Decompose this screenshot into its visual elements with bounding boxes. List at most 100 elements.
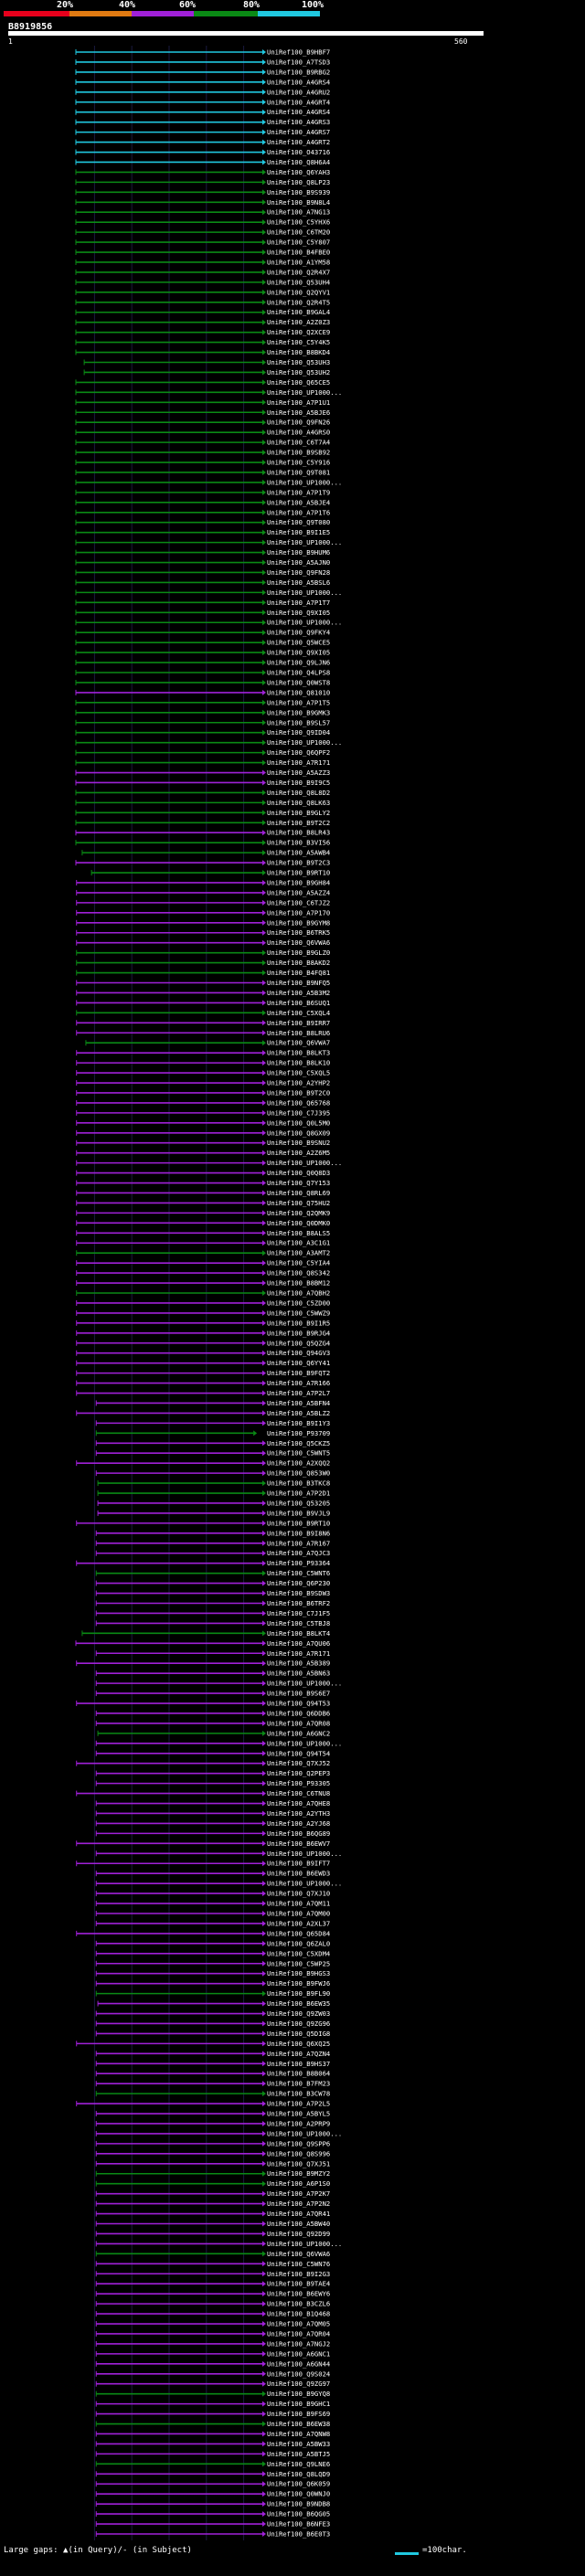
- hit-label[interactable]: UniRef100_A5BFN4: [267, 1399, 330, 1407]
- hit-row[interactable]: UniRef100_UP1000...: [75, 619, 342, 627]
- hit-label[interactable]: UniRef100_UP1000...: [267, 1739, 342, 1747]
- hit-label[interactable]: UniRef100_A7R166: [267, 1379, 330, 1387]
- hit-label[interactable]: UniRef100_O43716: [267, 148, 330, 156]
- hit-label[interactable]: UniRef100_B3CZL6: [267, 2300, 330, 2308]
- hit-label[interactable]: UniRef100_B9FQT2: [267, 1369, 330, 1377]
- hit-label[interactable]: UniRef100_Q65768: [267, 1098, 330, 1107]
- hit-row[interactable]: UniRef100_B9S6E7: [95, 1690, 330, 1698]
- hit-label[interactable]: UniRef100_A5AZZ4: [267, 888, 330, 896]
- hit-row[interactable]: UniRef100_C5WNT5: [95, 1449, 330, 1458]
- hit-label[interactable]: UniRef100_C5WP25: [267, 1959, 330, 1967]
- hit-row[interactable]: UniRef100_A4GRS0: [75, 429, 330, 437]
- hit-label[interactable]: UniRef100_B8ALS5: [267, 1229, 330, 1237]
- hit-label[interactable]: UniRef100_A4GRS3: [267, 118, 330, 126]
- hit-row[interactable]: UniRef100_Q6VWA6: [95, 2250, 330, 2258]
- hit-label[interactable]: UniRef100_Q8RL69: [267, 1189, 330, 1197]
- hit-label[interactable]: UniRef100_B9HGS3: [267, 1969, 330, 1977]
- hit-label[interactable]: UniRef100_A2PRP9: [267, 2119, 330, 2127]
- hit-label[interactable]: UniRef100_Q853W0: [267, 1469, 330, 1478]
- hit-row[interactable]: UniRef100_B9I1E5: [75, 528, 330, 536]
- hit-label[interactable]: UniRef100_B9VJL9: [267, 1509, 330, 1517]
- hit-label[interactable]: UniRef100_A7QJC3: [267, 1549, 330, 1557]
- hit-label[interactable]: UniRef100_A7QHE8: [267, 1799, 330, 1807]
- hit-label[interactable]: UniRef100_B1Q468: [267, 2310, 330, 2318]
- hit-row[interactable]: UniRef100_B9RT10: [90, 869, 330, 877]
- hit-row[interactable]: UniRef100_Q65CE5: [75, 378, 330, 387]
- hit-row[interactable]: UniRef100_Q6DDB6: [95, 1709, 330, 1717]
- hit-row[interactable]: UniRef100_B9I9C5: [75, 779, 330, 787]
- hit-label[interactable]: UniRef100_B9S939: [267, 188, 330, 196]
- hit-row[interactable]: UniRef100_Q6ZAL0: [95, 1939, 330, 1947]
- hit-label[interactable]: UniRef100_B9I8N6: [267, 1529, 330, 1537]
- hit-row[interactable]: UniRef100_A2YTH3: [95, 1809, 330, 1818]
- hit-label[interactable]: UniRef100_B8LK10: [267, 1059, 330, 1067]
- hit-label[interactable]: UniRef100_A2YTH3: [267, 1809, 330, 1818]
- hit-row[interactable]: UniRef100_B9T2C3: [75, 859, 330, 867]
- hit-label[interactable]: UniRef100_B9HUM6: [267, 548, 330, 557]
- hit-row[interactable]: UniRef100_Q7XJ51: [95, 2159, 330, 2168]
- hit-label[interactable]: UniRef100_Q81010: [267, 688, 330, 696]
- hit-row[interactable]: UniRef100_Q8S342: [76, 1269, 331, 1277]
- hit-label[interactable]: UniRef100_B4FBE0: [267, 249, 330, 257]
- hit-row[interactable]: UniRef100_Q9S024: [95, 2369, 330, 2378]
- hit-label[interactable]: UniRef100_B8AKD2: [267, 959, 330, 967]
- hit-label[interactable]: UniRef100_UP1000...: [267, 1680, 342, 1688]
- hit-row[interactable]: UniRef100_Q9SPP6: [95, 2139, 330, 2147]
- hit-label[interactable]: UniRef100_A5BTJ5: [267, 2450, 330, 2458]
- hit-label[interactable]: UniRef100_A7QZN4: [267, 2050, 330, 2058]
- hit-label[interactable]: UniRef100_C5ZD00: [267, 1299, 330, 1307]
- hit-row[interactable]: UniRef100_C5XQL5: [76, 1069, 331, 1077]
- hit-row[interactable]: UniRef100_A5AJN0: [75, 558, 330, 567]
- hit-label[interactable]: UniRef100_B9GLZ0: [267, 949, 330, 957]
- hit-row[interactable]: UniRef100_Q6P230: [95, 1579, 330, 1587]
- hit-label[interactable]: UniRef100_B9IRR7: [267, 1019, 330, 1027]
- hit-label[interactable]: UniRef100_B8LKT3: [267, 1049, 330, 1057]
- hit-row[interactable]: UniRef100_A5BYL5: [95, 2110, 330, 2118]
- hit-row[interactable]: UniRef100_A7P2L5: [76, 2100, 331, 2108]
- hit-row[interactable]: UniRef100_A7QM11: [95, 1900, 330, 1908]
- hit-row[interactable]: UniRef100_B9HGS3: [95, 1969, 330, 1977]
- hit-row[interactable]: UniRef100_B8LK10: [76, 1059, 331, 1067]
- hit-row[interactable]: UniRef100_B9FS69: [95, 2410, 330, 2418]
- hit-row[interactable]: UniRef100_B9N8L4: [75, 198, 330, 207]
- hit-label[interactable]: UniRef100_A6P1S0: [267, 2179, 330, 2188]
- hit-label[interactable]: UniRef100_B3CW78: [267, 2090, 330, 2098]
- hit-row[interactable]: UniRef100_Q9ID04: [75, 728, 330, 737]
- hit-row[interactable]: UniRef100_Q8S996: [95, 2149, 330, 2157]
- hit-row[interactable]: UniRef100_A2PRP9: [95, 2119, 330, 2127]
- hit-row[interactable]: UniRef100_B9RJG4: [76, 1329, 331, 1337]
- hit-row[interactable]: UniRef100_Q9ZG96: [95, 2019, 330, 2028]
- hit-label[interactable]: UniRef100_A5AJN0: [267, 558, 330, 567]
- hit-label[interactable]: UniRef100_A4GRT4: [267, 98, 330, 106]
- hit-label[interactable]: UniRef100_UP1000...: [267, 388, 342, 397]
- hit-label[interactable]: UniRef100_Q94T53: [267, 1700, 330, 1708]
- hit-row[interactable]: UniRef100_Q9FN28: [75, 568, 330, 577]
- hit-row[interactable]: UniRef100_B9FL90: [95, 1989, 330, 1998]
- hit-row[interactable]: UniRef100_P93364: [76, 1559, 331, 1567]
- hit-label[interactable]: UniRef100_UP1000...: [267, 2129, 342, 2137]
- hit-row[interactable]: UniRef100_A6GNC2: [97, 1729, 330, 1737]
- hit-label[interactable]: UniRef100_B9RJG4: [267, 1329, 330, 1337]
- hit-label[interactable]: UniRef100_Q9ZW03: [267, 2009, 330, 2018]
- hit-label[interactable]: UniRef100_Q9ZG96: [267, 2019, 330, 2028]
- hit-label[interactable]: UniRef100_A7P2L5: [267, 2100, 330, 2108]
- hit-row[interactable]: UniRef100_Q9T081: [75, 468, 330, 476]
- hit-label[interactable]: UniRef100_UP1000...: [267, 2240, 342, 2248]
- hit-row[interactable]: UniRef100_B6NFE3: [95, 2520, 330, 2528]
- hit-label[interactable]: UniRef100_Q53UH2: [267, 368, 330, 376]
- hit-row[interactable]: UniRef100_UP1000...: [95, 1850, 342, 1858]
- hit-row[interactable]: UniRef100_Q92D99: [95, 2230, 330, 2238]
- hit-row[interactable]: UniRef100_B6QG89: [95, 1829, 330, 1838]
- hit-row[interactable]: UniRef100_B9GMK3: [75, 708, 330, 716]
- hit-label[interactable]: UniRef100_Q53205: [267, 1499, 330, 1507]
- hit-row[interactable]: UniRef100_Q5WCE5: [75, 639, 330, 647]
- hit-row[interactable]: UniRef100_Q9LJN6: [75, 659, 330, 667]
- hit-label[interactable]: UniRef100_Q6YAH3: [267, 168, 330, 176]
- hit-row[interactable]: UniRef100_A7QU06: [75, 1639, 330, 1648]
- hit-row[interactable]: UniRef100_A5BJE6: [75, 408, 330, 417]
- hit-label[interactable]: UniRef100_B9GH84: [267, 878, 330, 886]
- hit-row[interactable]: UniRef100_Q9T080: [75, 518, 330, 526]
- hit-row[interactable]: UniRef100_A5BJE4: [75, 498, 330, 506]
- hit-row[interactable]: UniRef100_Q8GX09: [76, 1129, 331, 1137]
- hit-row[interactable]: UniRef100_B9VJL9: [97, 1509, 330, 1517]
